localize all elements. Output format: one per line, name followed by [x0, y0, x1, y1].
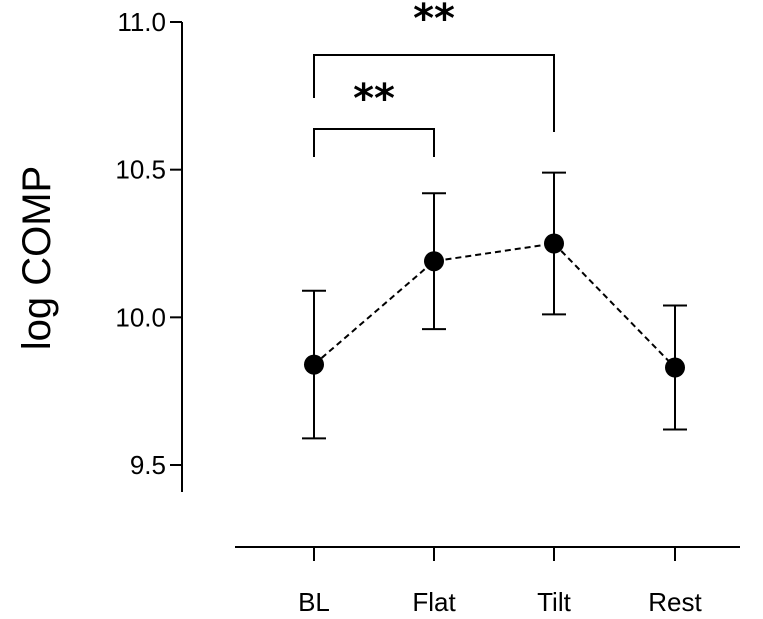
- significance-label: **: [353, 76, 395, 122]
- y-tick-label: 11.0: [117, 7, 166, 37]
- y-tick-label: 10.5: [115, 155, 166, 185]
- data-point: [304, 354, 324, 375]
- bracket-line: [313, 54, 555, 132]
- data-point: [424, 251, 444, 272]
- data-point: [665, 357, 685, 378]
- y-axis-title: log COMP: [15, 166, 59, 351]
- significance-label: **: [413, 0, 455, 42]
- y-axis: 9.5 10.0 10.5 11.0: [115, 7, 183, 492]
- x-tick-label: Tilt: [537, 587, 571, 617]
- x-axis: BL Flat Tilt Rest: [235, 546, 740, 617]
- y-tick-label: 9.5: [130, 450, 166, 480]
- x-tick-label: BL: [298, 587, 330, 617]
- x-tick-label: Flat: [412, 587, 456, 617]
- significance-bracket: **: [313, 76, 435, 157]
- data-point: [544, 233, 564, 254]
- y-tick-label: 10.0: [115, 302, 166, 332]
- plot-area: [302, 171, 687, 440]
- significance-brackets: ** **: [313, 0, 555, 157]
- x-tick-label: Rest: [648, 587, 702, 617]
- series-line: [313, 242, 676, 369]
- significance-bracket: **: [313, 0, 555, 132]
- bracket-line: [313, 128, 435, 157]
